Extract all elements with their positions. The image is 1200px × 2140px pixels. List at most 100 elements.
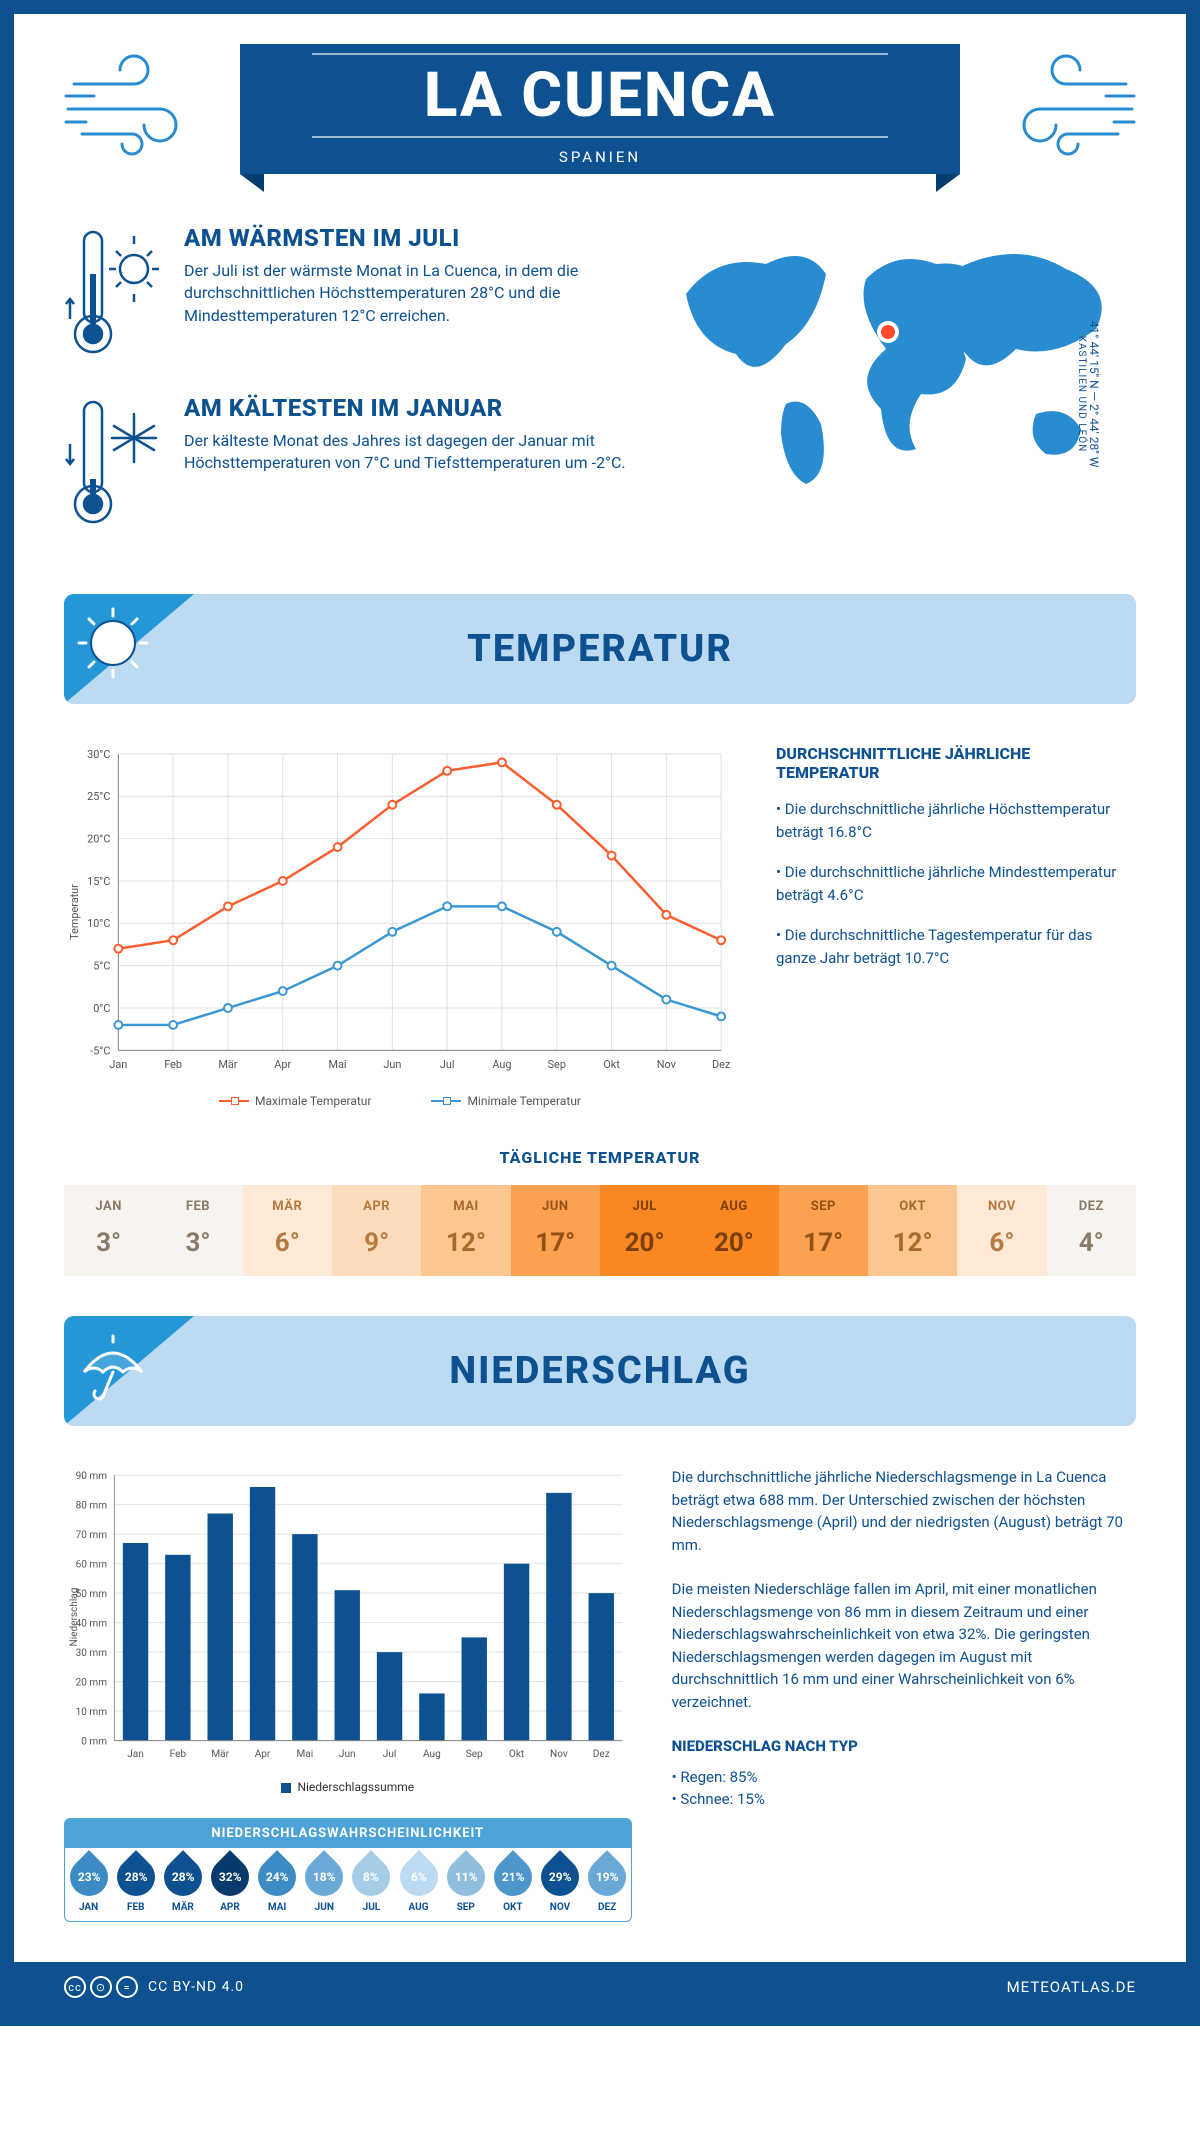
world-map-icon [656, 224, 1136, 504]
wind-icon [64, 54, 194, 164]
warmest-title: AM WÄRMSTEN IM JULI [184, 224, 626, 252]
svg-text:80 mm: 80 mm [76, 1500, 108, 1511]
header-banner: LA CUENCA SPANIEN [64, 44, 1136, 214]
temp-bullet: Die durchschnittliche Tagestemperatur fü… [776, 924, 1136, 969]
daily-cell: OKT12° [868, 1185, 957, 1276]
daily-cell: SEP17° [779, 1185, 868, 1276]
probability-cell: 29%NOV [536, 1848, 583, 1921]
svg-text:20°C: 20°C [87, 833, 110, 846]
svg-text:Apr: Apr [255, 1749, 271, 1760]
daily-cell: FEB3° [153, 1185, 242, 1276]
daily-cell: APR9° [332, 1185, 421, 1276]
svg-text:0°C: 0°C [93, 1002, 110, 1015]
world-map-box: 41° 44' 15'' N — 2° 44' 28'' W KASTILIEN… [656, 224, 1136, 564]
svg-text:Jun: Jun [339, 1749, 356, 1760]
temp-bullet: Die durchschnittliche jährliche Höchstte… [776, 798, 1136, 843]
svg-text:Feb: Feb [170, 1749, 187, 1760]
probability-cell: 18%JUN [301, 1848, 348, 1921]
probability-cell: 24%MAI [254, 1848, 301, 1921]
probability-cell: 21%OKT [489, 1848, 536, 1921]
svg-text:Jun: Jun [383, 1058, 401, 1071]
coldest-title: AM KÄLTESTEN IM JANUAR [184, 394, 626, 422]
precip-legend: Niederschlagssumme [64, 1780, 632, 1794]
by-icon: ⊙ [90, 1976, 112, 1998]
svg-text:Mär: Mär [218, 1058, 237, 1071]
legend-min: Minimale Temperatur [467, 1094, 581, 1108]
svg-text:30 mm: 30 mm [76, 1648, 108, 1659]
svg-text:60 mm: 60 mm [76, 1559, 108, 1570]
svg-text:70 mm: 70 mm [76, 1530, 108, 1541]
svg-text:40 mm: 40 mm [76, 1618, 108, 1629]
precip-type-item: Regen: 85% [672, 1766, 1136, 1789]
coldest-text: Der kälteste Monat des Jahres ist dagege… [184, 430, 626, 475]
svg-text:Okt: Okt [509, 1749, 524, 1760]
svg-text:Dez: Dez [593, 1749, 610, 1760]
daily-cell: MÄR6° [243, 1185, 332, 1276]
thermometer-cold-icon [64, 394, 164, 534]
svg-text:50 mm: 50 mm [76, 1589, 108, 1600]
nd-icon: = [116, 1976, 138, 1998]
daily-cell: JUN17° [511, 1185, 600, 1276]
coordinates: 41° 44' 15'' N — 2° 44' 28'' W KASTILIEN… [1076, 321, 1101, 468]
precip-p2: Die meisten Niederschläge fallen im Apri… [672, 1578, 1136, 1713]
region-value: KASTILIEN UND LEÓN [1076, 321, 1087, 468]
svg-text:Jul: Jul [383, 1749, 397, 1760]
svg-text:Aug: Aug [423, 1749, 441, 1760]
daily-cell: MAI12° [421, 1185, 510, 1276]
cc-badges: cc ⊙ = [64, 1976, 138, 1998]
svg-text:Mär: Mär [211, 1749, 229, 1760]
svg-text:Aug: Aug [492, 1058, 511, 1071]
probability-cell: 28%MÄR [159, 1848, 206, 1921]
svg-text:10 mm: 10 mm [76, 1707, 108, 1718]
svg-text:15°C: 15°C [87, 875, 110, 888]
temp-legend: Maximale Temperatur Minimale Temperatur [64, 1094, 736, 1108]
temp-bullet: Die durchschnittliche jährliche Mindestt… [776, 861, 1136, 906]
probability-cell: 23%JAN [65, 1848, 112, 1921]
precip-p1: Die durchschnittliche jährliche Niedersc… [672, 1466, 1136, 1556]
footer: cc ⊙ = CC BY-ND 4.0 METEOATLAS.DE [14, 1962, 1186, 2012]
temperature-line-chart: -5°C0°C5°C10°C15°C20°C25°C30°CJanFebMärA… [64, 744, 736, 1108]
svg-text:Apr: Apr [274, 1058, 291, 1071]
daily-cell: DEZ4° [1047, 1185, 1136, 1276]
legend-max: Maximale Temperatur [255, 1094, 371, 1108]
precip-type-title: NIEDERSCHLAG NACH TYP [672, 1735, 1136, 1758]
svg-text:0 mm: 0 mm [81, 1736, 107, 1747]
infographic-page: LA CUENCA SPANIEN [0, 0, 1200, 2026]
daily-cell: AUG20° [689, 1185, 778, 1276]
location-title: LA CUENCA [312, 53, 888, 138]
svg-text:Nov: Nov [550, 1749, 568, 1760]
thermometer-warm-icon [64, 224, 164, 364]
temperature-summary: DURCHSCHNITTLICHE JÄHRLICHE TEMPERATUR D… [776, 744, 1136, 1108]
sun-icon [76, 606, 150, 680]
precipitation-text: Die durchschnittliche jährliche Niedersc… [672, 1466, 1136, 1922]
svg-text:30°C: 30°C [87, 748, 110, 761]
probability-cell: 8%JUL [348, 1848, 395, 1921]
probability-cell: 6%AUG [395, 1848, 442, 1921]
precipitation-title: NIEDERSCHLAG [449, 1349, 750, 1393]
warmest-text: Der Juli ist der wärmste Monat in La Cue… [184, 260, 626, 327]
svg-text:Niederschlag: Niederschlag [69, 1588, 80, 1647]
precip-type-item: Schnee: 15% [672, 1788, 1136, 1811]
temperature-title: TEMPERATUR [467, 627, 733, 671]
svg-text:Jul: Jul [440, 1058, 455, 1071]
svg-text:-5°C: -5°C [90, 1044, 110, 1057]
svg-text:90 mm: 90 mm [76, 1471, 108, 1482]
svg-text:Nov: Nov [657, 1058, 677, 1071]
location-country: SPANIEN [559, 148, 641, 166]
svg-text:5°C: 5°C [93, 960, 110, 973]
precipitation-bar-chart: 0 mm10 mm20 mm30 mm40 mm50 mm60 mm70 mm8… [64, 1466, 632, 1794]
probability-cell: 11%SEP [442, 1848, 489, 1921]
daily-cell: JUL20° [600, 1185, 689, 1276]
temperature-section-header: TEMPERATUR [64, 594, 1136, 704]
probability-cell: 32%APR [206, 1848, 253, 1921]
precipitation-section-header: NIEDERSCHLAG [64, 1316, 1136, 1426]
svg-text:Dez: Dez [712, 1058, 731, 1071]
svg-text:Jan: Jan [109, 1058, 127, 1071]
svg-text:10°C: 10°C [87, 917, 110, 930]
svg-text:Mai: Mai [329, 1058, 347, 1071]
wind-icon [1006, 54, 1136, 164]
cc-icon: cc [64, 1976, 86, 1998]
coldest-block: AM KÄLTESTEN IM JANUAR Der kälteste Mona… [64, 394, 626, 534]
svg-text:Mai: Mai [297, 1749, 314, 1760]
svg-text:25°C: 25°C [87, 790, 110, 803]
